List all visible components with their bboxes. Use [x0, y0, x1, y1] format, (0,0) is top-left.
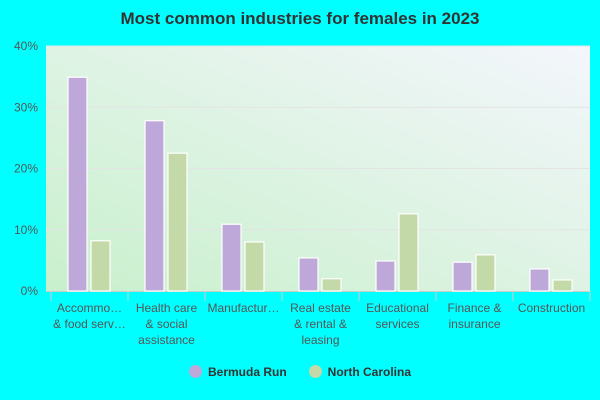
x-category-label: Accommo…	[57, 301, 122, 315]
bar-bermuda-run	[144, 120, 165, 292]
legend-swatch	[188, 365, 202, 378]
x-category-label: services	[375, 317, 419, 331]
x-category-label: & rental &	[294, 317, 347, 331]
y-tick-label: 30%	[14, 100, 38, 114]
bar-bermuda-run	[375, 260, 396, 292]
y-tick-label: 10%	[14, 223, 38, 237]
legend-swatch	[308, 365, 322, 378]
bar-north-carolina	[90, 240, 111, 292]
x-category-label: & food serv…	[53, 317, 126, 331]
x-category-label: & social	[145, 317, 187, 331]
bar-north-carolina	[321, 278, 342, 292]
x-category-label: insurance	[448, 317, 500, 331]
legend: Bermuda Run North Carolina	[0, 365, 600, 379]
x-category-label: assistance	[138, 333, 195, 347]
bar-bermuda-run	[221, 223, 242, 292]
bar-north-carolina	[167, 152, 188, 292]
bar-north-carolina	[244, 241, 265, 292]
y-tick-label: 0%	[21, 284, 39, 298]
y-tick-label: 40%	[14, 39, 38, 53]
bar-bermuda-run	[452, 261, 473, 292]
legend-label: Bermuda Run	[207, 365, 287, 379]
x-category-label: Educational	[366, 301, 429, 315]
chart-title: Most common industries for females in 20…	[120, 9, 480, 28]
y-tick-label: 20%	[14, 162, 38, 176]
bar-bermuda-run	[67, 76, 88, 292]
x-category-label: leasing	[301, 333, 339, 347]
bar-north-carolina	[475, 254, 496, 292]
legend-item-north-carolina[interactable]: North Carolina	[308, 365, 412, 379]
x-category-label: Health care	[136, 301, 198, 315]
bar-north-carolina	[398, 213, 419, 292]
x-category-label: Real estate	[290, 301, 351, 315]
legend-item-bermuda-run[interactable]: Bermuda Run	[188, 365, 287, 379]
bar-bermuda-run	[529, 268, 550, 292]
x-category-label: Construction	[518, 301, 585, 315]
bar-north-carolina	[552, 279, 573, 292]
x-category-label: Finance &	[447, 301, 501, 315]
bar-bermuda-run	[298, 257, 319, 292]
x-category-label: Manufactur…	[207, 301, 279, 315]
legend-label: North Carolina	[327, 365, 412, 379]
